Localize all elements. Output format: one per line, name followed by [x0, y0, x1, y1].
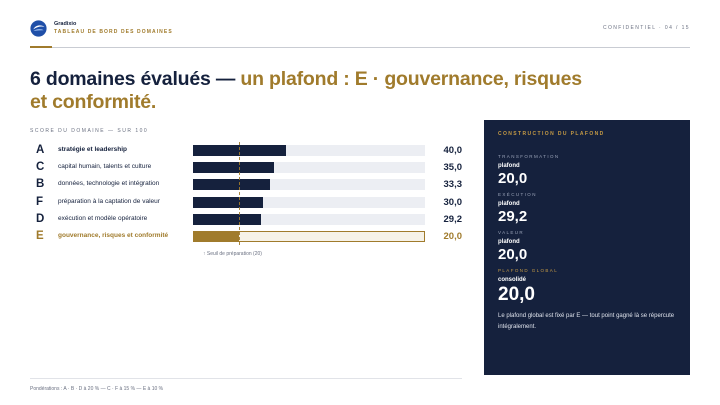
domain-label: capital humain, talents et culture	[58, 163, 152, 171]
header-divider-accent	[30, 46, 52, 48]
panel-item-value: 20,0	[498, 170, 528, 187]
footer-divider	[30, 378, 462, 379]
dashboard-subtitle: TABLEAU DE BORD DES DOMAINES	[54, 29, 173, 35]
score-bar-track	[193, 213, 425, 225]
domain-label: données, technologie et intégration	[58, 180, 160, 188]
panel-item-execution: EXÉCUTION plafond 29,2	[498, 192, 537, 225]
ceiling-construction-panel: CONSTRUCTION DU PLAFOND TRANSFORMATION p…	[484, 120, 690, 375]
header: Gradixio TABLEAU DE BORD DES DOMAINES CO…	[30, 19, 690, 41]
panel-item-value: 29,2	[498, 208, 528, 225]
score-value-label: 29,2	[443, 213, 463, 225]
panel-item-key: TRANSFORMATION	[498, 154, 560, 159]
panel-item-value-domain: VALEUR plafond 20,0	[498, 230, 527, 263]
domain-label: stratégie et leadership	[58, 146, 127, 153]
domain-label: gouvernance, risques et conformité	[58, 231, 169, 239]
score-bar-track	[193, 230, 425, 242]
domain-label: exécution et modèle opératoire	[58, 214, 148, 222]
panel-item-value: 20,0	[498, 284, 535, 305]
panel-item-sub: plafond	[498, 201, 520, 207]
panel-title: CONSTRUCTION DU PLAFOND	[498, 131, 605, 137]
readiness-threshold-line	[239, 142, 241, 245]
gradixio-logo-icon	[30, 20, 47, 37]
score-value-label: 35,0	[443, 162, 463, 174]
confidential-page-indicator: CONFIDENTIEL · 04 / 15	[602, 25, 690, 31]
score-bar	[193, 213, 261, 225]
panel-item-sub: plafond	[498, 163, 520, 169]
domain-letter: C	[36, 161, 45, 174]
score-bar	[193, 230, 240, 242]
header-divider	[30, 47, 690, 48]
score-value-label: 30,0	[443, 196, 463, 208]
page-title-main: 6 domaines évalués —	[30, 68, 241, 90]
panel-item-value: 20,0	[498, 246, 528, 263]
score-bar-track	[193, 145, 425, 156]
domain-letter: E	[36, 229, 44, 242]
score-value-label: 20,0	[443, 230, 463, 242]
domain-letter: D	[36, 212, 45, 225]
score-value-label: 33,3	[443, 179, 463, 191]
domain-letter: F	[36, 195, 44, 208]
chart-section-label: SCORE DU DOMAINE — SUR 100	[30, 128, 149, 134]
threshold-note: ↑ Seuil de préparation (20)	[203, 251, 262, 257]
score-bar-track	[193, 179, 425, 191]
panel-item-transformation: TRANSFORMATION plafond 20,0	[498, 154, 560, 187]
score-bar-track	[193, 162, 425, 174]
brand-name: Gradixio	[54, 21, 77, 27]
weights-footnote: Pondérations : A · B · D à 20 % — C · F …	[30, 386, 164, 392]
score-value-label: 40,0	[443, 145, 463, 156]
domain-letter: B	[36, 178, 45, 191]
score-bar-track	[193, 196, 425, 208]
panel-note: Le plafond global est fixé par E — tout …	[498, 313, 675, 330]
panel-item-sub: plafond	[498, 239, 520, 245]
panel-item-key: EXÉCUTION	[498, 192, 537, 197]
domain-label: préparation à la captation de valeur	[58, 197, 160, 205]
page-title-accent: un plafond : E · gouvernance, risques et…	[30, 68, 582, 113]
page-title: 6 domaines évalués — un plafond : E · go…	[30, 68, 590, 114]
score-bar	[193, 179, 271, 191]
domain-letter: A	[36, 144, 45, 156]
panel-item-sub: consolidé	[498, 277, 527, 283]
score-bar	[193, 162, 275, 174]
panel-item-key: VALEUR	[498, 230, 525, 235]
score-bar	[193, 196, 263, 208]
panel-item-global-ceiling: PLAFOND GLOBAL consolidé 20,0	[498, 268, 558, 305]
panel-item-key: PLAFOND GLOBAL	[498, 268, 559, 273]
